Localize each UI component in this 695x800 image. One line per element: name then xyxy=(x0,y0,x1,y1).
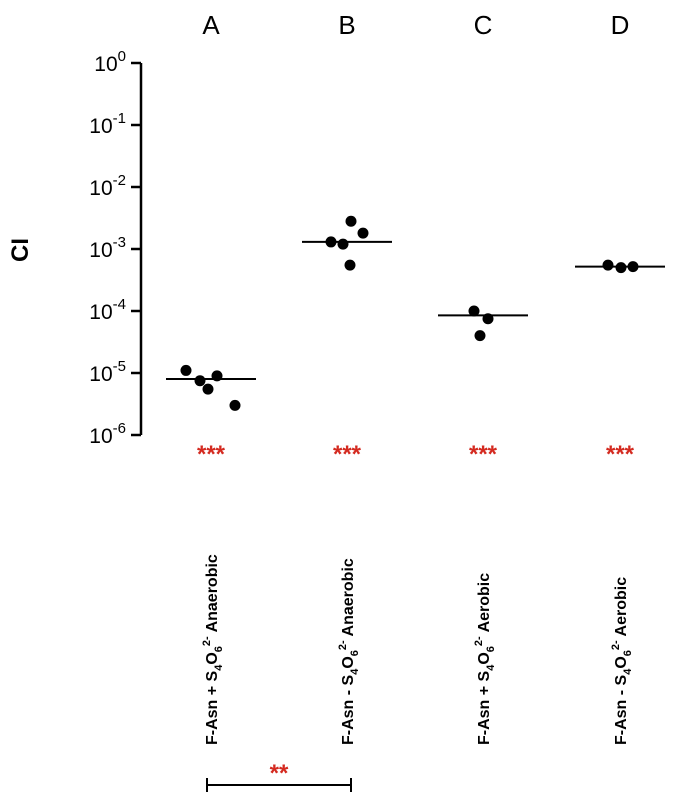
significance-stars: *** xyxy=(197,441,226,468)
significance-stars: *** xyxy=(469,441,498,468)
data-point xyxy=(615,262,627,274)
group-letter: C xyxy=(474,10,493,40)
y-tick-label: 10-2 xyxy=(89,172,126,200)
data-point xyxy=(627,261,639,273)
y-tick-label: 100 xyxy=(94,48,126,76)
y-tick-label: 10-6 xyxy=(89,420,126,448)
data-point xyxy=(211,370,223,382)
data-point xyxy=(202,383,214,395)
comparison-significance: ** xyxy=(270,760,289,787)
significance-stars: *** xyxy=(606,441,635,468)
y-tick-label: 10-3 xyxy=(89,234,126,262)
y-tick-label: 10-1 xyxy=(89,110,126,138)
group-letter: D xyxy=(611,10,630,40)
x-category-label: F-Asn - S4O62- Anaerobic xyxy=(337,558,361,745)
data-point xyxy=(482,313,494,325)
data-point xyxy=(357,227,369,239)
y-axis-label: CI xyxy=(7,238,34,262)
data-point xyxy=(229,399,241,411)
data-point xyxy=(468,305,480,317)
y-tick-label: 10-5 xyxy=(89,358,126,386)
group-letter: B xyxy=(338,10,355,40)
data-point xyxy=(602,259,614,271)
data-point xyxy=(325,236,337,248)
x-category-label: F-Asn + S4O62- Aerobic xyxy=(473,573,497,745)
group-letter: A xyxy=(202,10,220,40)
x-category-label: F-Asn - S4O62- Aerobic xyxy=(610,577,634,745)
significance-stars: *** xyxy=(333,441,362,468)
x-category-label: F-Asn + S4O62- Anaerobic xyxy=(201,554,225,745)
data-point xyxy=(344,259,356,271)
data-point xyxy=(180,364,192,376)
data-point xyxy=(337,238,349,250)
data-point xyxy=(345,215,357,227)
y-tick-label: 10-4 xyxy=(89,296,126,324)
data-point xyxy=(194,375,206,387)
data-point xyxy=(474,330,486,342)
